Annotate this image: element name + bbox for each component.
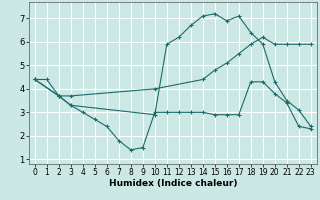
X-axis label: Humidex (Indice chaleur): Humidex (Indice chaleur): [108, 179, 237, 188]
